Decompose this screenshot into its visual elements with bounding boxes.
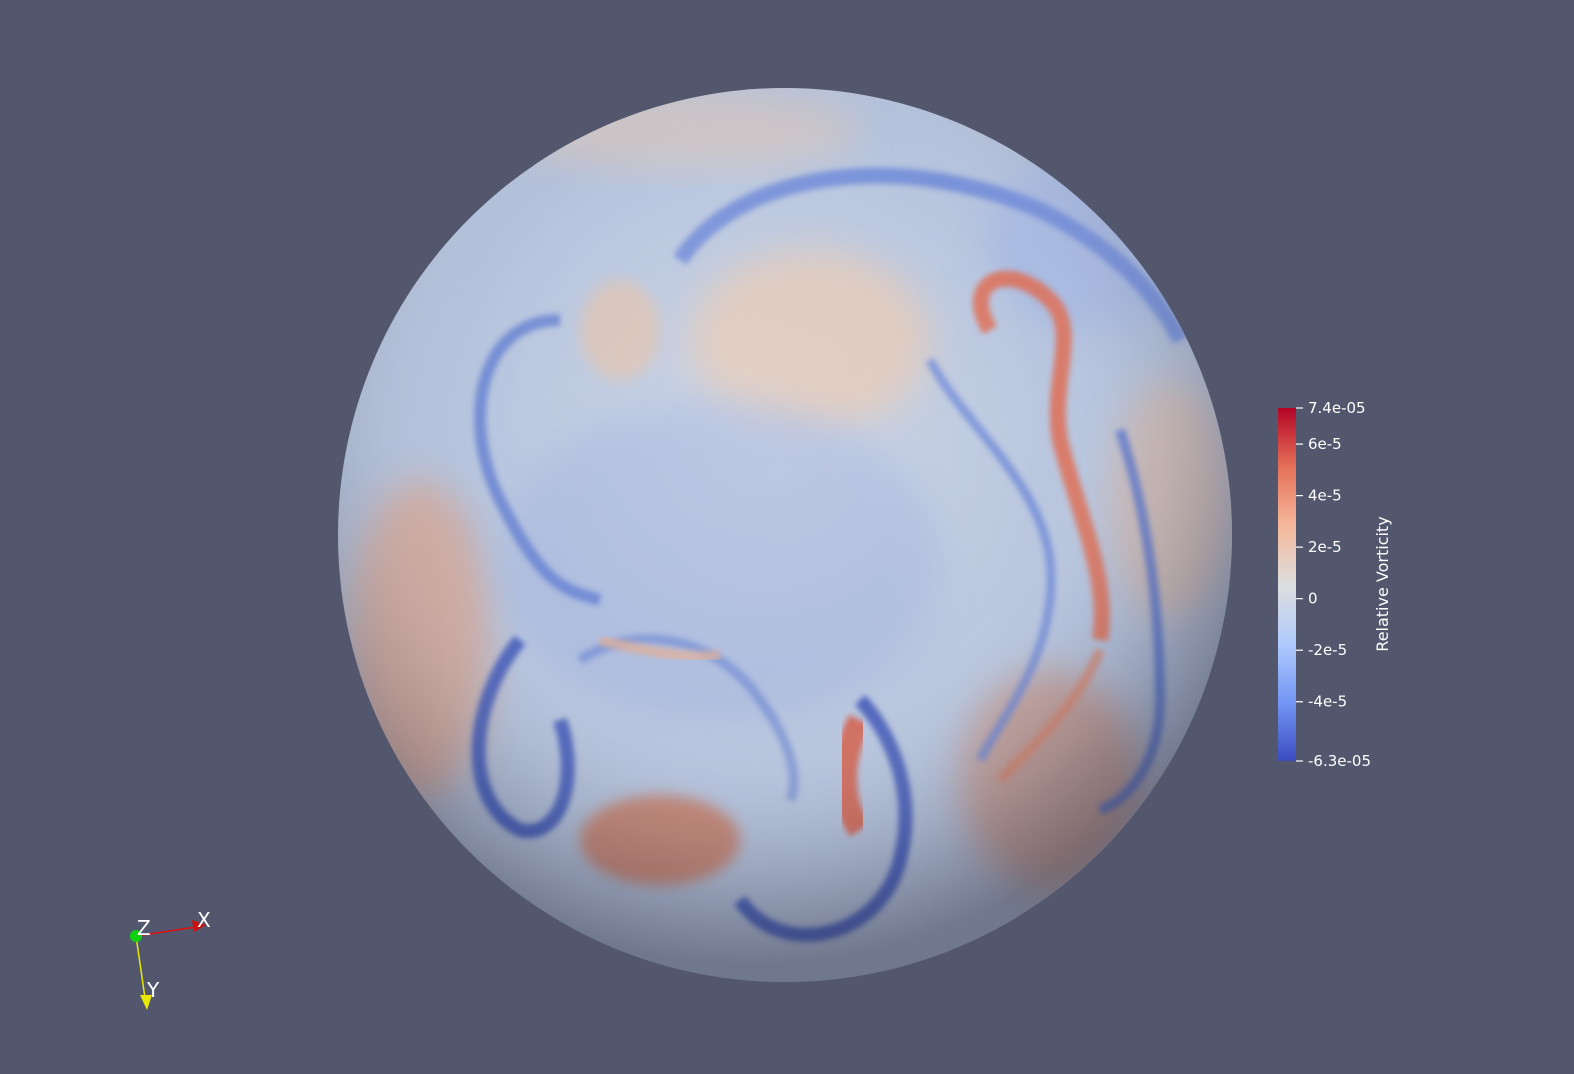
colorbar-tick-label: 6e-5 — [1308, 435, 1342, 453]
colorbar-bar — [1278, 408, 1296, 761]
colorbar-tick-label: -6.3e-05 — [1308, 752, 1371, 770]
x-axis-line — [135, 926, 197, 937]
colorbar-ticks: 7.4e-05 6e-5 4e-5 2e-5 0 -2e-5 -4e-5 -6.3e-05 — [1296, 399, 1371, 770]
x-axis-label: X — [197, 908, 211, 932]
colorbar: 7.4e-05 6e-5 4e-5 2e-5 0 -2e-5 -4e-5 -6.3e-05 R… — [1278, 399, 1392, 770]
vorticity-sphere[interactable] — [338, 88, 1232, 982]
colorbar-tick-label: -4e-5 — [1308, 693, 1347, 711]
y-axis-arrow-icon — [140, 995, 152, 1010]
y-axis-line — [135, 935, 146, 999]
colorbar-tick-label: 2e-5 — [1308, 538, 1342, 556]
colorbar-title: Relative Vorticity — [1373, 516, 1392, 651]
colorbar-tick-label: 4e-5 — [1308, 487, 1342, 505]
x-axis-arrow-icon — [192, 920, 206, 932]
sphere-shading — [338, 88, 1232, 982]
z-axis-label: Z — [137, 916, 151, 940]
orientation-axes: X Y Z — [130, 908, 211, 1010]
y-axis-label: Y — [146, 978, 160, 1002]
colorbar-tick-label: 0 — [1308, 590, 1318, 608]
colorbar-tick-label: -2e-5 — [1308, 641, 1347, 659]
z-axis-dot-icon — [130, 930, 142, 942]
colorbar-tick-label: 7.4e-05 — [1308, 399, 1366, 417]
